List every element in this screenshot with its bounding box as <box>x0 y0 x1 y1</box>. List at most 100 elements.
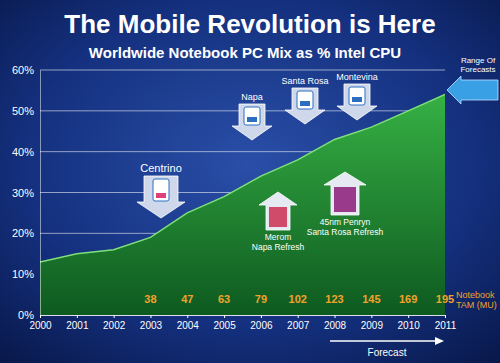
tick: 2010 <box>398 315 421 331</box>
up-arrow <box>259 192 297 230</box>
plot-area <box>40 95 445 316</box>
chip <box>269 207 287 227</box>
tick-label: 2003 <box>140 320 163 331</box>
background <box>0 0 500 363</box>
forecast-arrow-line <box>330 340 436 342</box>
tam-value: 38 <box>144 293 156 305</box>
left-arrow <box>447 76 498 104</box>
tick-mark <box>187 315 188 318</box>
tick-mark <box>408 315 409 318</box>
tick-mark <box>77 315 78 318</box>
down-arrow <box>232 104 272 140</box>
tick: 2005 <box>213 315 236 331</box>
tick-label: 2008 <box>324 320 347 331</box>
range-label: Forecasts <box>460 65 495 74</box>
tick-label: 10% <box>12 268 34 280</box>
platform-label: Montevina <box>336 72 378 82</box>
tam-value: 145 <box>362 293 380 305</box>
axis-line <box>41 316 446 319</box>
down-arrow <box>337 84 377 120</box>
platform: Napa <box>232 92 272 140</box>
platform-label: Napa <box>241 92 263 102</box>
tick-label: 2011 <box>435 320 457 331</box>
logo <box>153 179 169 201</box>
tick: 2000 <box>29 315 52 331</box>
grid-line <box>40 70 445 71</box>
tam-value: 195 <box>436 293 454 305</box>
tam-value: 79 <box>255 293 267 305</box>
y-axis: 0%10%20%30%40%50%60% <box>12 64 41 321</box>
range-of-forecasts: Range OfForecasts <box>447 56 498 104</box>
x-axis: 2000 2001 2002 2003 2004 2005 2006 2007 2008 2009… <box>29 315 456 331</box>
logo <box>297 91 313 109</box>
tick-label: 2000 <box>29 320 52 331</box>
refresh: 45nm PenrynSanta Rosa Refresh <box>307 172 384 237</box>
refresh-label: Santa Rosa Refresh <box>307 227 384 237</box>
platform-label: Santa Rosa <box>281 76 328 86</box>
tick-label: 60% <box>12 64 34 76</box>
up-arrow <box>324 172 366 215</box>
chart: The Mobile Revolution is Here Worldwide N… <box>0 0 500 363</box>
logo-mark <box>156 193 166 198</box>
tick-mark <box>445 315 446 318</box>
chip <box>334 187 356 212</box>
tick-mark <box>40 315 41 318</box>
tick: 20% <box>12 227 40 239</box>
logo-mark <box>352 97 362 102</box>
platform: Centrino <box>137 162 185 218</box>
annotations: Centrino Napa Santa Rosa Montevina MeromNapa… <box>137 72 384 252</box>
tick-label: 2002 <box>103 320 126 331</box>
tick-label: 2004 <box>177 320 200 331</box>
tam-value: 47 <box>181 293 193 305</box>
tick: 2003 <box>140 315 163 331</box>
tick: 50% <box>12 105 40 117</box>
refresh: MeromNapa Refresh <box>252 192 305 252</box>
tick-mark <box>335 315 336 318</box>
tick-mark <box>224 315 225 318</box>
forecast: Forecast <box>330 337 444 358</box>
logo-mark <box>300 101 310 106</box>
forecast-label: Forecast <box>368 347 407 358</box>
tick: 10% <box>12 268 40 280</box>
logo <box>244 107 260 125</box>
tick: 2008 <box>324 315 347 331</box>
tick-mark <box>261 315 262 318</box>
axis-line <box>40 71 41 316</box>
tick-label: 2009 <box>361 320 384 331</box>
tam-value: 169 <box>399 293 417 305</box>
tick-mark <box>371 315 372 318</box>
tick-mark <box>298 315 299 318</box>
down-arrow <box>285 88 325 124</box>
range-label: Range Of <box>461 56 496 65</box>
tick: 2006 <box>250 315 273 331</box>
logo <box>349 87 365 105</box>
title: The Mobile Revolution is Here <box>64 9 435 39</box>
platform: Santa Rosa <box>281 76 328 124</box>
tick: 2001 <box>66 315 89 331</box>
tick: 40% <box>12 146 40 158</box>
platform-label: Centrino <box>140 162 182 174</box>
forecast-arrow-head <box>435 337 444 345</box>
subtitle: Worldwide Notebook PC Mix as % Intel CPU <box>89 44 401 61</box>
tick: 2009 <box>361 315 384 331</box>
tick-label: 50% <box>12 105 34 117</box>
refresh-label: 45nm Penryn <box>320 217 371 227</box>
tam-value: 63 <box>218 293 230 305</box>
tam-label: TAM (MU) <box>456 300 497 310</box>
tick-label: 2006 <box>250 320 273 331</box>
tick: 30% <box>12 187 40 199</box>
tick-label: 2005 <box>213 320 236 331</box>
tam-value: 102 <box>289 293 307 305</box>
tick-label: 2010 <box>398 320 421 331</box>
tick-label: 40% <box>12 146 34 158</box>
tick: 60% <box>12 64 40 76</box>
tick: 2002 <box>103 315 126 331</box>
tick: 2007 <box>287 315 310 331</box>
tick: 2011 <box>435 315 457 331</box>
down-arrow <box>137 176 185 218</box>
line <box>40 95 445 262</box>
refresh-label: Merom <box>265 232 291 242</box>
tick-label: 2007 <box>287 320 310 331</box>
refresh-label: Napa Refresh <box>252 242 305 252</box>
tam-value: 123 <box>325 293 343 305</box>
